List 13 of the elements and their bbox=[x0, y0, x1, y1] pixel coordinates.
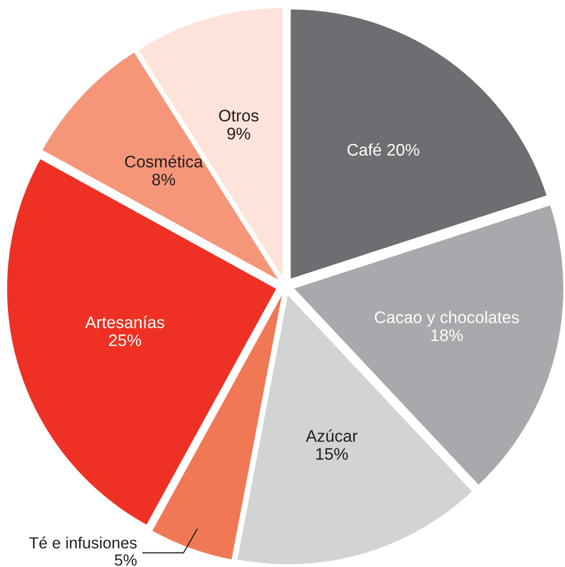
data-label: 18% bbox=[431, 329, 463, 342]
slice-label: Otros bbox=[219, 110, 258, 122]
data-label: 15% bbox=[316, 448, 348, 460]
data-label: 25% bbox=[109, 334, 142, 346]
slice-label: Cosmética bbox=[125, 155, 203, 168]
slice-label: Café 20% bbox=[347, 143, 420, 156]
data-label: 9% bbox=[227, 128, 250, 140]
data-label: 5% bbox=[114, 554, 137, 566]
slice-label: Azúcar bbox=[306, 429, 358, 442]
slice-label: Té e infusiones bbox=[29, 536, 137, 548]
data-label: 8% bbox=[152, 174, 176, 186]
slice-label: Cacao y chocolates bbox=[374, 310, 519, 326]
slice-label: Artesanías bbox=[85, 316, 164, 328]
